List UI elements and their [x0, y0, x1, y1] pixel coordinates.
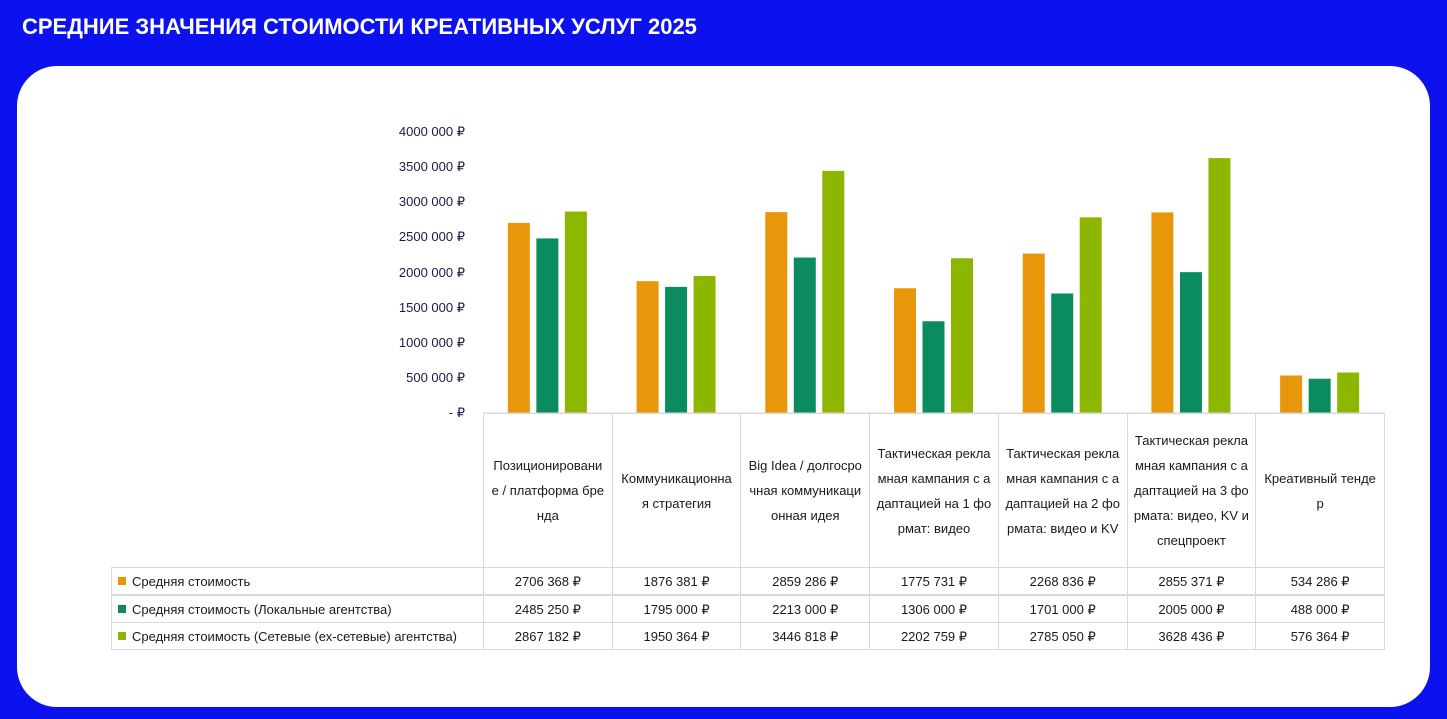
bar: [1308, 378, 1331, 413]
bar: [1337, 372, 1360, 413]
table-value: 2785 050 ₽: [997, 622, 1128, 650]
table-value: 1306 000 ₽: [869, 595, 999, 623]
y-tick-label: 2000 000 ₽: [398, 264, 465, 280]
bar: [922, 321, 945, 413]
legend-label: Средняя стоимость: [132, 573, 251, 589]
y-tick-label: 2500 000 ₽: [398, 229, 465, 245]
category-label: Коммуникационная стратегия: [611, 413, 742, 568]
bar: [636, 281, 659, 413]
table-value: 2005 000 ₽: [1126, 595, 1257, 623]
table-value: 2706 368 ₽: [483, 567, 613, 595]
bar: [564, 211, 587, 413]
table-value: 1795 000 ₽: [611, 595, 742, 623]
bar: [693, 275, 716, 413]
legend-swatch: [118, 632, 126, 640]
bar: [1208, 158, 1231, 413]
table-value: 2855 371 ₽: [1126, 567, 1257, 595]
bar: [536, 238, 559, 413]
bar: [1280, 375, 1303, 413]
bar: [507, 222, 530, 413]
bar: [793, 257, 816, 413]
y-tick-label: 3000 000 ₽: [398, 194, 465, 210]
category-label: Big Idea / долгосрочная коммуникационная…: [740, 413, 871, 568]
category-label: Креативный тендер: [1255, 413, 1385, 568]
bar: [1051, 293, 1074, 413]
y-tick-label: 1000 000 ₽: [398, 334, 465, 350]
table-value: 2867 182 ₽: [483, 622, 613, 650]
legend-entry: Средняя стоимость: [111, 567, 484, 595]
table-value: 2859 286 ₽: [740, 567, 871, 595]
bar: [894, 288, 916, 413]
category-label: Позиционирование / платформа бренда: [483, 413, 613, 568]
table-value: 1775 731 ₽: [869, 567, 999, 595]
table-value: 3628 436 ₽: [1126, 622, 1257, 650]
page-title: СРЕДНИЕ ЗНАЧЕНИЯ СТОИМОСТИ КРЕАТИВНЫХ УС…: [22, 14, 697, 39]
table-value: 2485 250 ₽: [483, 595, 613, 623]
legend-label: Средняя стоимость (Локальные агентства): [132, 601, 392, 617]
table-value: 2213 000 ₽: [740, 595, 871, 623]
legend-entry: Средняя стоимость (Сетевые (ех-сетевые) …: [111, 622, 484, 650]
bar: [1179, 272, 1202, 413]
legend-swatch: [118, 577, 126, 585]
legend-label: Средняя стоимость (Сетевые (ех-сетевые) …: [132, 628, 458, 644]
y-tick-label: 500 000 ₽: [406, 369, 465, 385]
y-tick-label: 1500 000 ₽: [398, 299, 465, 315]
table-value: 3446 818 ₽: [740, 622, 871, 650]
y-tick-label: - ₽: [448, 405, 465, 420]
bar: [951, 258, 973, 413]
legend-swatch: [118, 605, 126, 613]
bar: [665, 286, 688, 413]
bar: [1151, 212, 1174, 413]
bar: [765, 212, 788, 413]
legend-entry: Средняя стоимость (Локальные агентства): [111, 595, 484, 623]
y-tick-label: 4000 000 ₽: [398, 124, 465, 139]
table-value: 1876 381 ₽: [611, 567, 742, 595]
table-value: 1950 364 ₽: [611, 622, 742, 650]
table-value: 1701 000 ₽: [997, 595, 1128, 623]
table-value: 576 364 ₽: [1255, 622, 1385, 650]
table-value: 2202 759 ₽: [869, 622, 999, 650]
table-value: 534 286 ₽: [1255, 567, 1385, 595]
category-label: Тактическая рекламная кампания с адаптац…: [869, 413, 999, 568]
bar: [1022, 253, 1045, 413]
table-value: 2268 836 ₽: [997, 567, 1128, 595]
y-tick-label: 3500 000 ₽: [398, 159, 465, 175]
category-label: Тактическая рекламная кампания с адаптац…: [1126, 413, 1257, 568]
bar: [822, 170, 845, 413]
table-value: 488 000 ₽: [1255, 595, 1385, 623]
category-label: Тактическая рекламная кампания с адаптац…: [997, 413, 1128, 568]
bar: [1079, 217, 1102, 413]
